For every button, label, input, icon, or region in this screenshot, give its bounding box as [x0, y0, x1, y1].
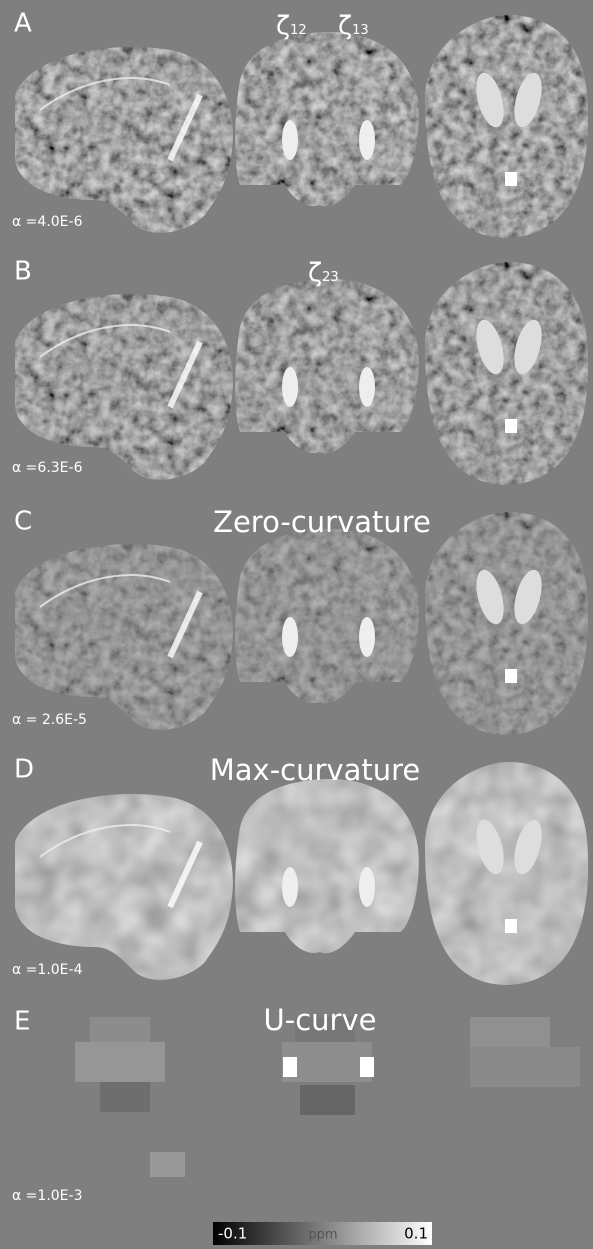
panel-label: C — [14, 507, 32, 537]
alpha-label: α =1.0E-4 — [12, 962, 83, 978]
structure — [282, 367, 298, 407]
panel-title: U-curve — [264, 1003, 377, 1037]
structure — [359, 617, 375, 657]
block — [75, 1042, 165, 1082]
annotation: ζ23 — [308, 258, 339, 288]
structure — [505, 172, 517, 186]
alpha-label: α =4.0E-6 — [12, 214, 83, 230]
alpha-label: α =1.0E-3 — [12, 1188, 82, 1204]
structure — [282, 867, 298, 907]
structure — [282, 617, 298, 657]
structure — [283, 1057, 297, 1077]
block — [90, 1017, 150, 1042]
annotation: ζ12 — [276, 11, 307, 41]
structure — [505, 669, 517, 683]
block — [470, 1047, 580, 1087]
block — [300, 1085, 355, 1115]
colorbar-max: 0.1 — [404, 1225, 428, 1243]
figure: A ζ12 ζ13 α =4.0E-6 B ζ23 α =6.3E-6 C Ze… — [0, 0, 593, 1249]
image-row — [0, 247, 593, 492]
alpha-label: α = 2.6E-5 — [12, 712, 87, 728]
colorbar-min: -0.1 — [218, 1225, 247, 1243]
structure — [505, 419, 517, 433]
structure — [359, 367, 375, 407]
colorbar: -0.1 ppm 0.1 — [213, 1222, 432, 1245]
panel-title: Zero-curvature — [213, 505, 431, 539]
alpha-label: α =6.3E-6 — [12, 460, 83, 476]
structure — [282, 120, 298, 160]
block — [470, 1017, 550, 1047]
annotation: ζ13 — [338, 11, 369, 41]
panel-label: D — [14, 755, 34, 785]
structure — [360, 1057, 374, 1077]
brain-images — [0, 0, 593, 1177]
panel-label: B — [14, 257, 32, 287]
panel-label: E — [14, 1007, 30, 1037]
image-row — [75, 1017, 580, 1177]
panel-label: A — [14, 9, 32, 39]
block — [100, 1082, 150, 1112]
block — [150, 1152, 185, 1177]
panel-title: Max-curvature — [210, 753, 420, 787]
structure — [359, 120, 375, 160]
colorbar-unit: ppm — [308, 1228, 337, 1243]
structure — [359, 867, 375, 907]
structure — [505, 919, 517, 933]
